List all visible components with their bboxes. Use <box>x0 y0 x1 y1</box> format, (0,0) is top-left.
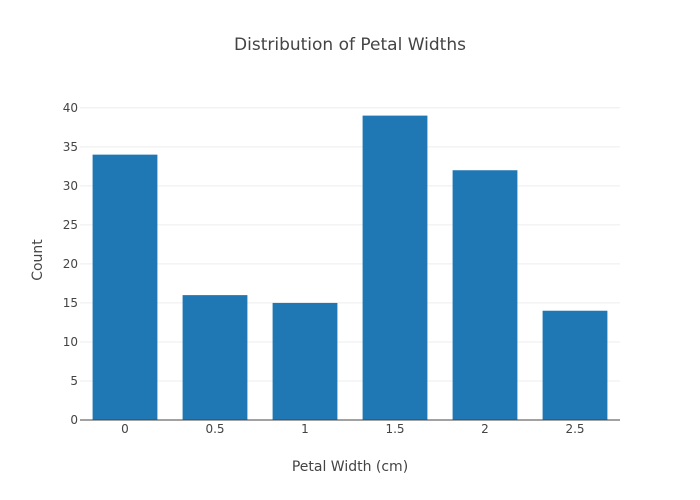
bar[interactable] <box>542 310 608 420</box>
bars <box>92 115 608 421</box>
x-axis: 0 0.5 1 1.5 2 2.5 <box>80 419 620 436</box>
x-tick-label: 2 <box>481 422 489 436</box>
x-tick-label: 1.5 <box>385 422 404 436</box>
y-tick-label: 15 <box>63 296 78 310</box>
x-tick-label: 0.5 <box>205 422 224 436</box>
y-tick-label: 20 <box>63 257 78 271</box>
chart-title: Distribution of Petal Widths <box>234 35 466 55</box>
bar[interactable] <box>92 154 158 420</box>
y-tick-label: 10 <box>63 335 78 349</box>
y-tick-label: 25 <box>63 218 78 232</box>
bar[interactable] <box>272 302 338 420</box>
y-axis: 0 5 10 15 20 25 30 35 40 <box>63 101 78 427</box>
x-axis-title: Petal Width (cm) <box>292 459 408 475</box>
bar[interactable] <box>182 295 248 420</box>
grid-lines <box>80 107 620 382</box>
bar[interactable] <box>362 115 428 421</box>
y-tick-label: 30 <box>63 179 78 193</box>
y-tick-label: 35 <box>63 140 78 154</box>
y-axis-title: Count <box>30 239 46 281</box>
y-tick-label: 40 <box>63 101 78 115</box>
y-tick-label: 0 <box>70 413 78 427</box>
y-tick-label: 5 <box>70 374 78 388</box>
bar[interactable] <box>452 170 518 420</box>
x-tick-label: 1 <box>301 422 309 436</box>
x-tick-label: 2.5 <box>565 422 584 436</box>
x-tick-label: 0 <box>121 422 129 436</box>
